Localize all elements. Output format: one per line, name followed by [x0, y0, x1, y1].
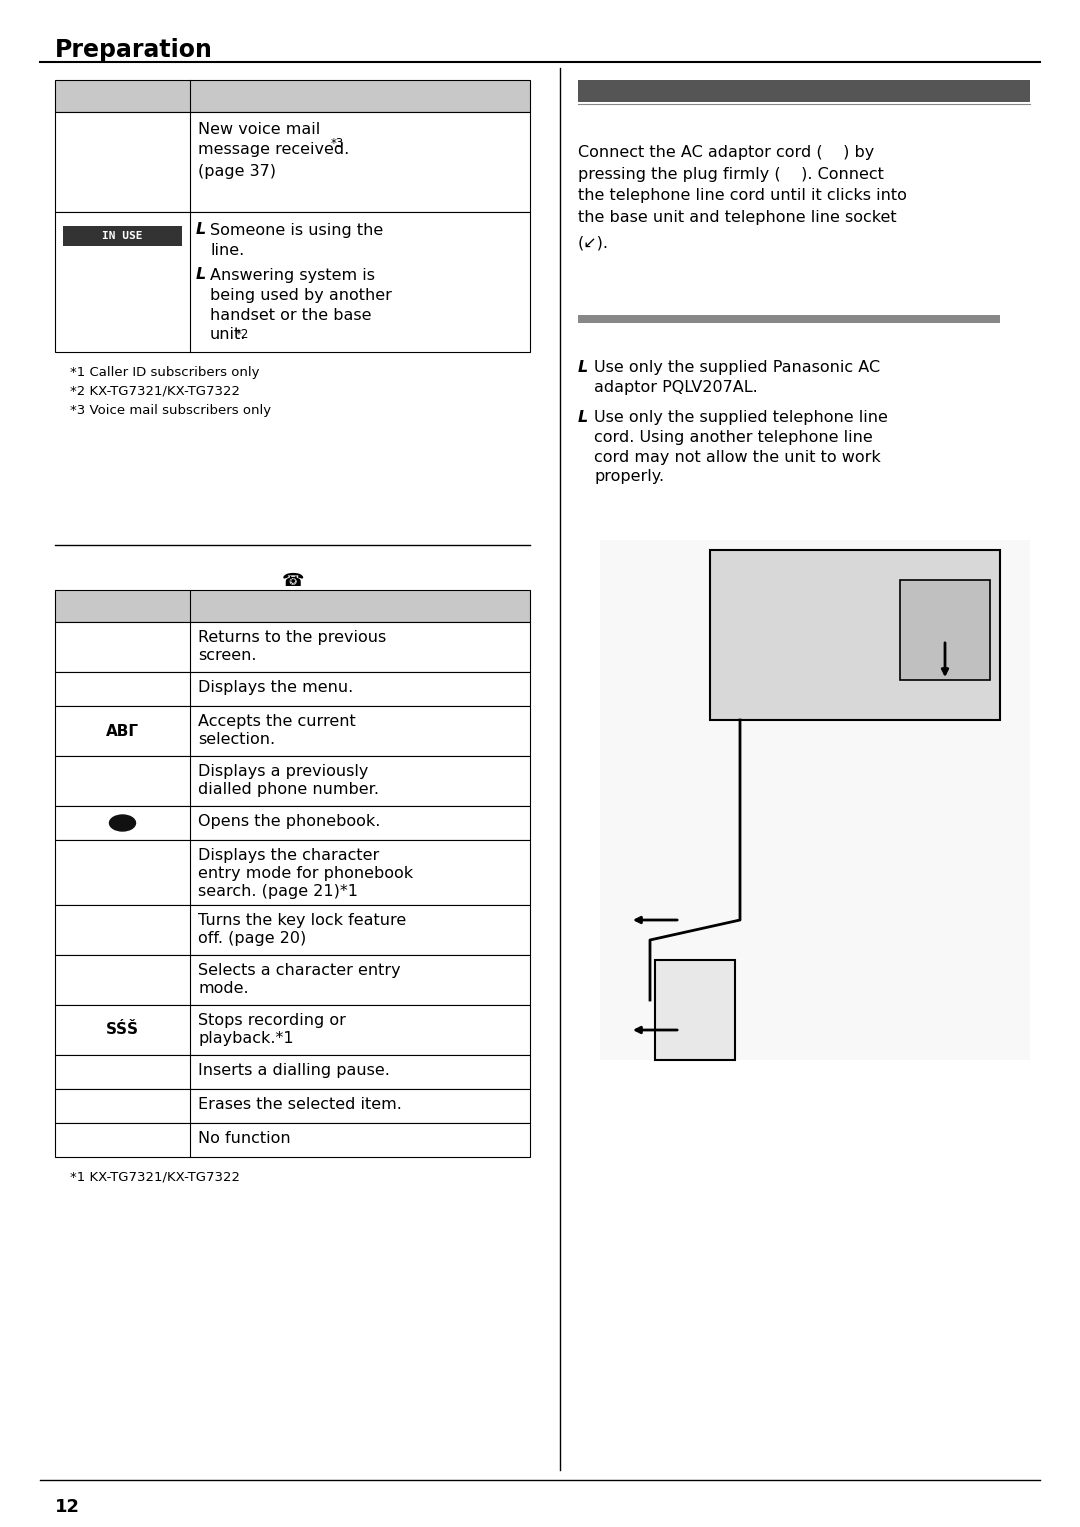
- Text: *2 KX-TG7321/KX-TG7322: *2 KX-TG7321/KX-TG7322: [70, 385, 240, 399]
- Text: Answering system is
being used by another
handset or the base
unit.: Answering system is being used by anothe…: [210, 269, 392, 342]
- Text: Connect the AC adaptor cord (    ) by
pressing the plug firmly (    ). Connect
t: Connect the AC adaptor cord ( ) by press…: [578, 145, 907, 224]
- Bar: [55, 212, 530, 353]
- Text: *1 Caller ID subscribers only: *1 Caller ID subscribers only: [70, 366, 259, 379]
- Text: playback.*1: playback.*1: [198, 1031, 294, 1046]
- Text: L: L: [195, 221, 206, 237]
- Text: Displays a previously: Displays a previously: [198, 764, 368, 779]
- Text: Preparation: Preparation: [55, 38, 213, 63]
- Text: *3: *3: [330, 137, 345, 150]
- Bar: [55, 589, 530, 621]
- Bar: [55, 954, 530, 1005]
- Text: IN USE: IN USE: [103, 231, 143, 241]
- Bar: [55, 111, 530, 212]
- Text: screen.: screen.: [198, 647, 257, 663]
- Text: Turns the key lock feature: Turns the key lock feature: [198, 913, 406, 928]
- Text: SŚŠ: SŚŠ: [106, 1023, 139, 1037]
- Bar: [55, 672, 530, 705]
- Text: selection.: selection.: [198, 731, 275, 747]
- Text: *2: *2: [237, 328, 249, 341]
- Text: dialled phone number.: dialled phone number.: [198, 782, 379, 797]
- Text: *3 Voice mail subscribers only: *3 Voice mail subscribers only: [70, 405, 271, 417]
- Bar: [55, 1055, 530, 1089]
- Bar: [55, 1005, 530, 1055]
- Text: (↙).: (↙).: [578, 235, 609, 250]
- Text: L: L: [578, 411, 589, 425]
- Text: Returns to the previous: Returns to the previous: [198, 631, 387, 644]
- Text: Selects a character entry: Selects a character entry: [198, 964, 401, 977]
- Bar: [710, 550, 1000, 721]
- Text: L: L: [578, 360, 589, 376]
- Text: ☎: ☎: [281, 573, 303, 589]
- Text: No function: No function: [198, 1132, 291, 1145]
- Bar: [578, 79, 1030, 102]
- Text: L: L: [195, 267, 206, 282]
- Bar: [55, 840, 530, 906]
- Text: ABГ: ABГ: [106, 724, 139, 739]
- Text: Use only the supplied Panasonic AC
adaptor PQLV207AL.: Use only the supplied Panasonic AC adapt…: [594, 360, 880, 395]
- Bar: [578, 315, 1000, 324]
- Text: Accepts the current: Accepts the current: [198, 715, 355, 728]
- Text: off. (page 20): off. (page 20): [198, 931, 307, 947]
- Text: Stops recording or: Stops recording or: [198, 1012, 346, 1028]
- Bar: [654, 960, 735, 1060]
- Text: Opens the phonebook.: Opens the phonebook.: [198, 814, 380, 829]
- Bar: [55, 756, 530, 806]
- Text: Inserts a dialling pause.: Inserts a dialling pause.: [198, 1063, 390, 1078]
- Text: *1 KX-TG7321/KX-TG7322: *1 KX-TG7321/KX-TG7322: [70, 1171, 240, 1183]
- Bar: [55, 621, 530, 672]
- Bar: [55, 906, 530, 954]
- Text: New voice mail
message received.: New voice mail message received.: [198, 122, 349, 157]
- Ellipse shape: [109, 815, 135, 831]
- Bar: [55, 79, 530, 111]
- Bar: [900, 580, 990, 680]
- Bar: [55, 1089, 530, 1122]
- Text: Use only the supplied telephone line
cord. Using another telephone line
cord may: Use only the supplied telephone line cor…: [594, 411, 888, 484]
- Text: Erases the selected item.: Erases the selected item.: [198, 1096, 402, 1112]
- Text: entry mode for phonebook: entry mode for phonebook: [198, 866, 414, 881]
- Text: 12: 12: [55, 1498, 80, 1516]
- Text: Displays the character: Displays the character: [198, 847, 379, 863]
- Text: search. (page 21)*1: search. (page 21)*1: [198, 884, 357, 899]
- Bar: [55, 1122, 530, 1157]
- Bar: [600, 541, 1030, 1060]
- Bar: [63, 226, 183, 246]
- Bar: [55, 806, 530, 840]
- Bar: [55, 705, 530, 756]
- Text: Someone is using the
line.: Someone is using the line.: [210, 223, 383, 258]
- Text: (page 37): (page 37): [198, 163, 276, 179]
- Text: Displays the menu.: Displays the menu.: [198, 680, 353, 695]
- Text: mode.: mode.: [198, 980, 248, 996]
